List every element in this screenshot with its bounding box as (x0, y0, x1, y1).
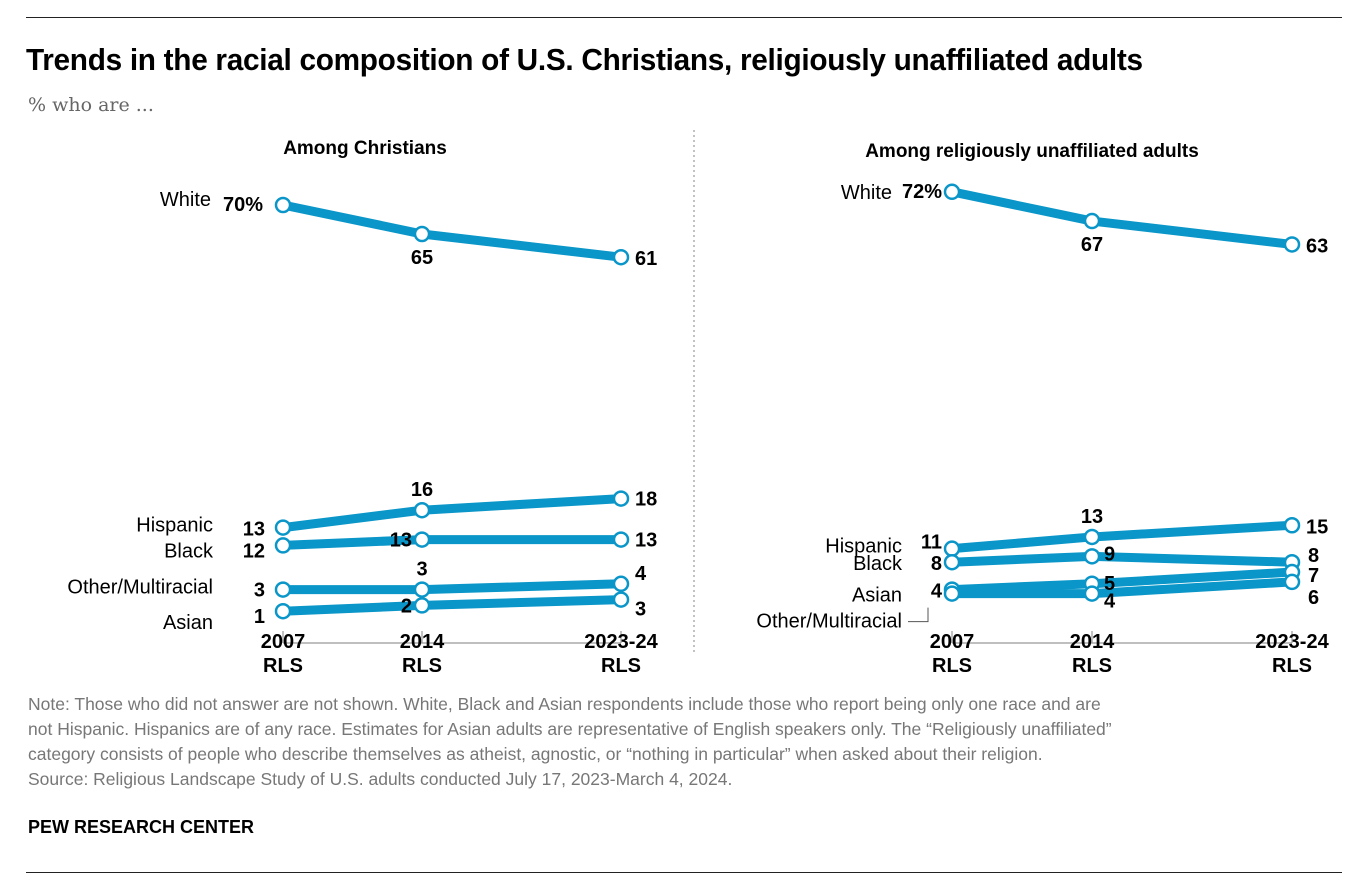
data-label-other-multiracial: 6 (1308, 587, 1319, 609)
data-point-other-multiracial (612, 575, 630, 593)
data-point-asian (274, 602, 292, 620)
data-label-white: 67 (1081, 234, 1103, 256)
data-label-white: 70% (223, 194, 263, 216)
leader-line (908, 607, 929, 623)
series-line-black (282, 535, 621, 550)
series-name-hispanic: Hispanic (825, 536, 902, 558)
x-tick-label: 2007 (261, 631, 306, 653)
data-label-black: 8 (931, 553, 942, 575)
data-point-white (612, 248, 630, 266)
series-line-other-multiracial (283, 579, 622, 595)
data-point-other-multiracial (413, 581, 431, 598)
data-label-other-multiracial: 3 (254, 580, 265, 602)
data-label-hispanic: 13 (243, 519, 265, 541)
series-name-hispanic: Hispanic (136, 515, 213, 537)
top-rule (26, 17, 1342, 18)
note-line: category consists of people who describe… (28, 744, 1043, 764)
series-line-white (951, 187, 1293, 249)
series-name-white: White (841, 182, 892, 204)
data-point-white (274, 196, 292, 214)
x-tick-label: 2014 (1070, 631, 1115, 653)
series-line-hispanic (282, 494, 622, 533)
x-tick-label: 2023-24 (584, 631, 658, 653)
series-line-white (282, 200, 622, 262)
series-name-asian: Asian (852, 585, 902, 607)
data-label-hispanic: 16 (411, 479, 433, 501)
data-point-black (943, 553, 961, 571)
data-point-hispanic (1283, 517, 1301, 534)
data-point-asian (612, 591, 630, 608)
series-name-white: White (160, 189, 211, 211)
x-tick-label: RLS (601, 655, 641, 677)
data-label-white: 61 (635, 248, 657, 270)
data-point-asian (413, 597, 431, 614)
data-label-white: 65 (411, 247, 433, 269)
series-name-other-multiracial: Other/Multiracial (67, 577, 213, 599)
data-point-hispanic (413, 501, 431, 519)
data-label-black: 12 (243, 540, 265, 562)
data-label-other-multiracial: 4 (1104, 591, 1116, 613)
data-point-black (413, 531, 431, 548)
data-label-hispanic: 18 (635, 489, 657, 511)
data-label-asian: 4 (931, 581, 943, 603)
x-tick-label: RLS (402, 655, 442, 677)
series-name-black: Black (164, 540, 214, 562)
chart-area: Among Christians2007RLS2014RLS2023-24RLS… (67, 130, 1330, 677)
panel-title: Among religiously unaffiliated adults (865, 141, 1199, 162)
note-line: Note: Those who did not answer are not s… (28, 694, 1101, 714)
data-point-other-multiracial (943, 585, 961, 602)
data-point-black (274, 537, 292, 554)
bottom-rule (26, 872, 1342, 873)
x-tick-label: RLS (1272, 655, 1312, 677)
x-tick-label: 2014 (400, 631, 445, 653)
series-line-black (951, 551, 1293, 567)
series-name-other-multiracial: Other/Multiracial (756, 611, 902, 633)
panel-title: Among Christians (283, 138, 447, 159)
data-label-hispanic: 15 (1306, 516, 1328, 538)
data-label-asian: 3 (635, 599, 646, 621)
series-line-hispanic (951, 520, 1293, 554)
data-label-asian: 1 (254, 606, 265, 628)
data-point-white (1283, 236, 1301, 253)
data-point-hispanic (612, 490, 630, 507)
data-point-white (1083, 212, 1101, 230)
data-label-black: 9 (1104, 543, 1115, 565)
data-label-asian: 7 (1308, 565, 1319, 587)
data-label-black: 8 (1308, 545, 1319, 567)
data-point-hispanic (1083, 528, 1101, 546)
data-point-white (943, 183, 961, 201)
x-tick-label: RLS (1072, 655, 1112, 677)
data-label-white: 72% (902, 181, 942, 203)
chart-subtitle: % who are ... (28, 94, 154, 116)
notes: Note: Those who did not answer are not s… (28, 692, 1338, 792)
x-tick-label: 2023-24 (1255, 631, 1329, 653)
data-label-other-multiracial: 3 (416, 559, 427, 581)
data-label-black: 13 (635, 530, 657, 552)
data-point-other-multiracial (1083, 585, 1101, 602)
data-label-hispanic: 13 (1081, 506, 1103, 528)
x-tick-label: RLS (932, 655, 972, 677)
data-label-white: 63 (1306, 235, 1328, 257)
data-point-hispanic (274, 519, 292, 536)
data-label-black: 13 (390, 530, 412, 552)
data-point-white (413, 225, 431, 243)
data-point-black (612, 531, 630, 548)
brand-footer: PEW RESEARCH CENTER (28, 817, 255, 837)
data-label-asian: 2 (401, 595, 412, 617)
source-line: Source: Religious Landscape Study of U.S… (28, 769, 733, 789)
note-line: not Hispanic. Hispanics are of any race.… (28, 719, 1112, 739)
data-label-asian: 5 (1104, 573, 1115, 595)
chart-title: Trends in the racial composition of U.S.… (26, 42, 1143, 77)
series-line-asian (282, 595, 622, 616)
data-label-hispanic: 11 (921, 532, 942, 554)
series-name-asian: Asian (163, 612, 213, 634)
series-name-black: Black (853, 553, 903, 575)
data-point-other-multiracial (274, 581, 292, 598)
data-point-black (1083, 548, 1101, 565)
data-point-other-multiracial (1283, 573, 1301, 591)
x-tick-label: 2007 (930, 631, 975, 653)
data-point-hispanic (943, 540, 961, 557)
data-label-other-multiracial: 4 (635, 563, 647, 585)
x-tick-label: RLS (263, 655, 303, 677)
